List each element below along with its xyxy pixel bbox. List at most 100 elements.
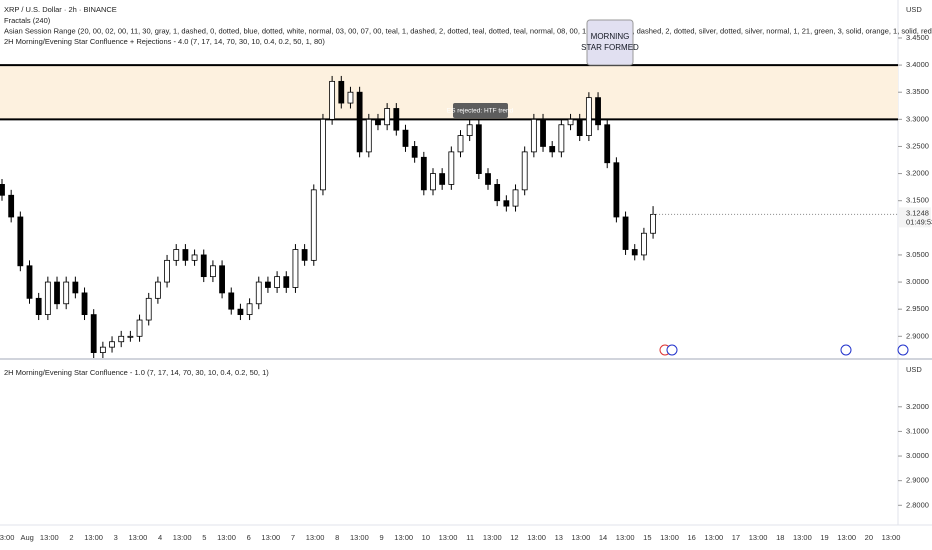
- candle-body: [439, 173, 446, 185]
- candle-body: [604, 124, 611, 164]
- x-tick-label: 13: [555, 533, 563, 542]
- x-tick-label: 13:00: [394, 533, 413, 542]
- x-tick-label: 7: [291, 533, 295, 542]
- candle-body: [384, 108, 391, 126]
- x-tick-label: 13:00: [40, 533, 59, 542]
- x-tick-label: 18: [776, 533, 784, 542]
- x-tick-label: 20: [865, 533, 873, 542]
- x-tick-label: 10: [422, 533, 430, 542]
- candle-body: [338, 80, 345, 104]
- axis-unit: USD: [906, 5, 922, 14]
- candle-body: [44, 281, 51, 316]
- y-tick-label: 2.9500: [906, 304, 929, 313]
- candle-body: [347, 91, 354, 104]
- candle-body: [292, 249, 299, 288]
- candle-body: [576, 118, 583, 137]
- x-tick-label: 6: [247, 533, 251, 542]
- indicator-legend: 2H Morning/Evening Star Confluence + Rej…: [4, 37, 325, 46]
- x-tick-label: 13:00: [350, 533, 369, 542]
- y-tick-label: 3.4500: [906, 33, 929, 42]
- x-tick-label: 4: [158, 533, 162, 542]
- candle-body: [329, 80, 336, 120]
- indicator-legend: Fractals (240): [4, 16, 51, 25]
- candle-body: [54, 281, 60, 305]
- y-tick-label: 3.2500: [906, 141, 929, 150]
- candle-body: [512, 189, 519, 207]
- candle-body: [448, 151, 455, 185]
- y-tick-label: 3.1500: [906, 196, 929, 205]
- candle-body: [549, 146, 556, 153]
- x-tick-label: 13:00: [837, 533, 856, 542]
- annotation-box: [586, 19, 634, 66]
- event-icon[interactable]: [897, 344, 909, 356]
- candle-body: [622, 216, 629, 250]
- last-price-label: 3.1248: [906, 208, 929, 217]
- candle-body: [411, 146, 418, 158]
- candle-body: [164, 259, 170, 283]
- y-tick-label: 3.3500: [906, 87, 929, 96]
- candle-body: [173, 249, 180, 261]
- candle-body: [99, 346, 106, 353]
- candle-body: [485, 173, 491, 185]
- y-tick-label: 2.9000: [906, 331, 929, 340]
- candle-body: [540, 118, 546, 147]
- candle-body: [182, 249, 189, 261]
- x-tick-label: 12: [510, 533, 518, 542]
- candle-body: [585, 97, 592, 137]
- countdown: 01:49:53: [906, 217, 932, 226]
- candle-body: [118, 335, 125, 343]
- x-tick-label: 13:00: [660, 533, 679, 542]
- candle-body: [320, 118, 326, 191]
- x-tick-label: 13:00: [704, 533, 723, 542]
- candle-body: [393, 108, 400, 131]
- x-tick-label: 13:00: [129, 533, 148, 542]
- candle-body: [109, 341, 115, 348]
- candle-body: [228, 292, 235, 310]
- y-tick-label: 3.0500: [906, 250, 929, 259]
- candle-body: [127, 335, 134, 338]
- candle-body: [402, 129, 409, 147]
- candle-body: [283, 276, 290, 288]
- candle-body: [26, 265, 33, 299]
- candle-body: [613, 162, 620, 218]
- x-tick-label: 13:00: [793, 533, 812, 542]
- candle-body: [246, 303, 253, 316]
- x-tick-label: 19: [820, 533, 828, 542]
- candle-body: [365, 118, 372, 153]
- candle-body: [475, 124, 482, 174]
- y-tick-label: 2.9000: [906, 476, 929, 485]
- x-tick-label: 13:00: [173, 533, 192, 542]
- candle-body: [35, 297, 42, 316]
- x-tick-label: 13:00: [261, 533, 280, 542]
- event-icon[interactable]: [666, 344, 678, 356]
- candle-body: [90, 314, 97, 353]
- x-tick-label: 13:00: [749, 533, 768, 542]
- candle-body: [219, 265, 225, 294]
- x-tick-label: 13:00: [439, 533, 458, 542]
- candle-body: [595, 97, 601, 126]
- y-tick-label: 3.4000: [906, 60, 929, 69]
- y-tick-label: 3.3000: [906, 114, 929, 123]
- y-tick-label: 3.0000: [906, 277, 929, 286]
- x-tick-label: 15: [643, 533, 651, 542]
- x-tick-label: 14: [599, 533, 607, 542]
- x-tick-label: 9: [379, 533, 383, 542]
- event-icons[interactable]: [659, 344, 909, 356]
- x-tick-label: 8: [335, 533, 339, 542]
- x-tick-label: 13:00: [882, 533, 901, 542]
- x-tick-label: 13:00: [306, 533, 325, 542]
- candle-body: [466, 124, 473, 137]
- pane-title: 2H Morning/Evening Star Confluence - 1.0…: [4, 368, 269, 377]
- x-tick-label: 13:00: [616, 533, 635, 542]
- candle-body: [136, 319, 143, 337]
- x-tick-label: 13:00: [483, 533, 502, 542]
- candle-body: [503, 200, 510, 207]
- candle-body: [631, 249, 638, 256]
- candle-body: [356, 91, 363, 153]
- candle-body: [420, 156, 427, 191]
- x-tick-label: 5: [202, 533, 206, 542]
- x-tick-label: 13:00: [527, 533, 546, 542]
- x-tick-label: 16: [687, 533, 695, 542]
- event-icon[interactable]: [840, 344, 852, 356]
